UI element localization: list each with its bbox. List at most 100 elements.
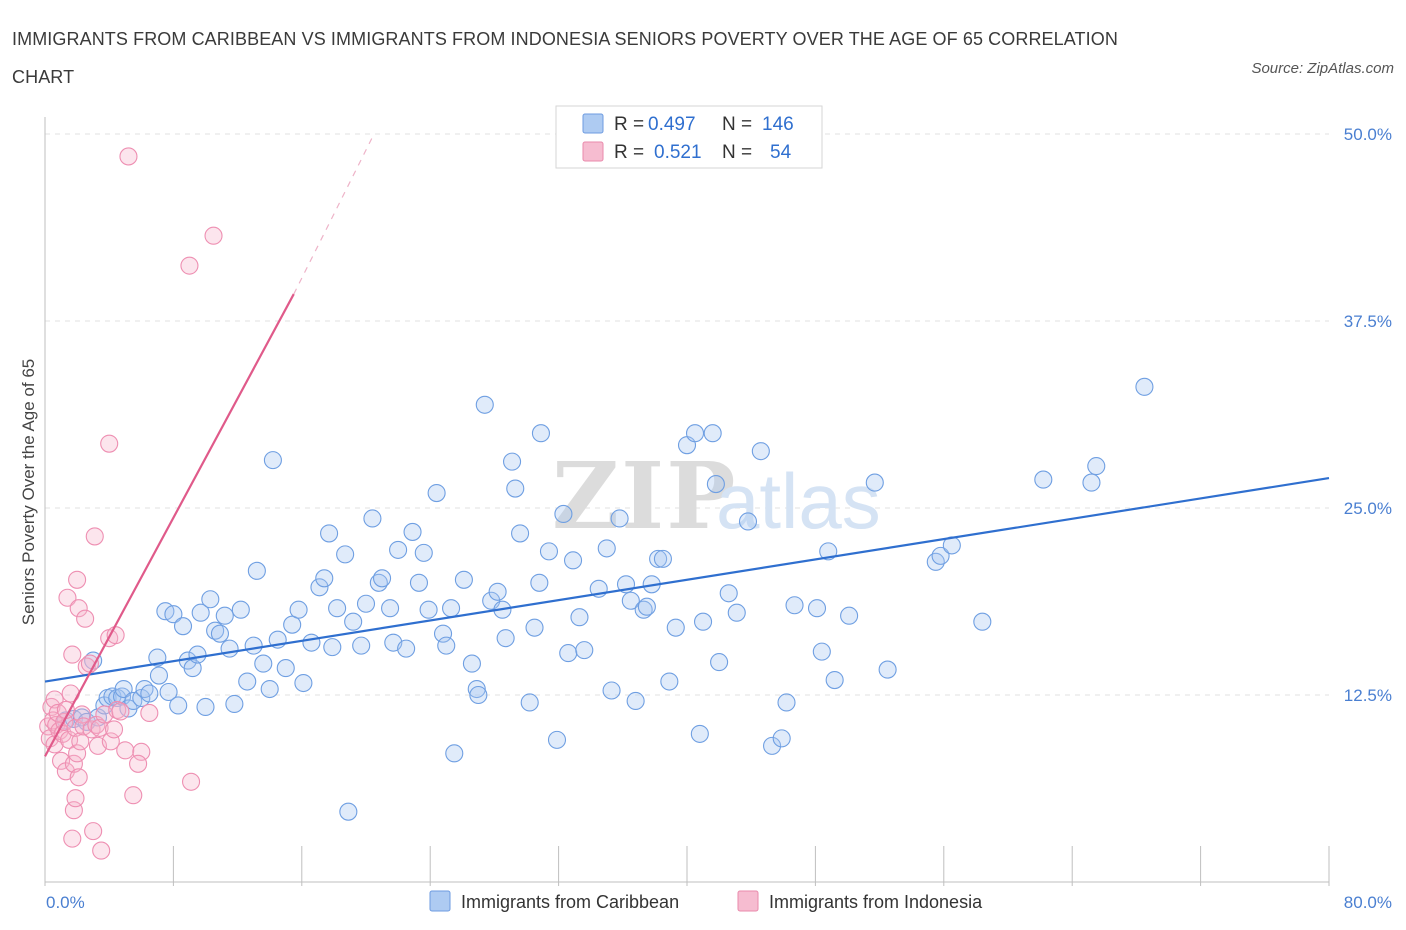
- point-caribbean: [183, 659, 202, 678]
- point-caribbean: [547, 730, 567, 749]
- x-tick-label-min: 0.0%: [46, 893, 85, 912]
- point-caribbean: [469, 685, 488, 705]
- point-caribbean: [503, 452, 522, 471]
- point-caribbean: [1087, 457, 1106, 476]
- point-caribbean: [397, 639, 416, 658]
- point-caribbean: [649, 549, 668, 568]
- point-caribbean: [539, 542, 559, 561]
- point-caribbean: [825, 670, 844, 690]
- point-caribbean: [865, 473, 884, 492]
- point-caribbean: [196, 697, 215, 717]
- point-caribbean: [706, 475, 725, 494]
- point-caribbean: [878, 660, 897, 679]
- point-indonesia: [111, 702, 130, 721]
- y-axis-title: Seniors Poverty Over the Age of 65: [19, 359, 38, 625]
- watermark-atlas: atlas: [716, 457, 881, 545]
- y-tick-label: 50.0%: [1344, 125, 1392, 144]
- series-indonesia-points: [39, 147, 223, 860]
- point-indonesia: [68, 744, 87, 763]
- point-caribbean: [445, 744, 464, 763]
- legend-swatch-caribbean: [582, 113, 604, 134]
- point-caribbean: [328, 599, 347, 618]
- point-caribbean: [634, 600, 653, 619]
- point-indonesia: [63, 645, 82, 664]
- bottom-legend-label-caribbean: Immigrants from Caribbean: [461, 892, 679, 912]
- point-caribbean: [511, 524, 530, 543]
- point-caribbean: [419, 600, 438, 619]
- point-caribbean: [283, 615, 302, 634]
- point-indonesia: [69, 768, 88, 787]
- point-caribbean: [653, 549, 672, 568]
- point-caribbean: [442, 599, 461, 618]
- point-indonesia: [182, 772, 201, 791]
- point-indonesia: [85, 527, 104, 546]
- point-caribbean: [685, 424, 705, 443]
- trend-line-indonesia: [44, 293, 295, 757]
- point-caribbean: [302, 633, 321, 652]
- point-caribbean: [210, 624, 229, 643]
- point-indonesia: [180, 256, 199, 275]
- point-caribbean: [260, 679, 279, 699]
- trend-line-indonesia-extension: [293, 133, 375, 295]
- point-caribbean: [323, 638, 342, 657]
- point-indonesia: [140, 703, 159, 723]
- legend-n-caribbean: 146: [762, 114, 794, 135]
- point-caribbean: [339, 802, 358, 821]
- point-caribbean: [693, 612, 713, 631]
- point-caribbean: [148, 648, 167, 667]
- point-caribbean: [812, 642, 831, 661]
- point-caribbean: [531, 424, 550, 443]
- point-caribbean: [506, 479, 525, 498]
- point-caribbean: [554, 504, 573, 524]
- point-caribbean: [703, 424, 722, 443]
- point-caribbean: [785, 596, 804, 615]
- point-indonesia: [132, 742, 151, 761]
- point-caribbean: [254, 654, 273, 673]
- watermark: ZIP atlas: [552, 442, 881, 550]
- point-caribbean: [164, 605, 183, 624]
- point-indonesia: [124, 786, 143, 805]
- point-caribbean: [807, 599, 827, 618]
- point-caribbean: [206, 621, 225, 640]
- point-caribbean: [621, 591, 640, 610]
- point-caribbean: [559, 644, 578, 663]
- point-caribbean: [225, 694, 244, 714]
- point-caribbean: [169, 696, 188, 715]
- trend-line-caribbean: [44, 476, 1330, 683]
- point-caribbean: [173, 617, 193, 636]
- point-caribbean: [215, 606, 234, 625]
- point-indonesia: [104, 720, 124, 739]
- point-caribbean: [149, 666, 169, 685]
- point-caribbean: [409, 573, 429, 592]
- point-caribbean: [414, 543, 433, 562]
- point-caribbean: [437, 636, 456, 655]
- point-indonesia: [101, 732, 120, 751]
- legend-swatch-indonesia: [582, 141, 604, 162]
- point-caribbean: [344, 612, 363, 631]
- point-caribbean: [666, 618, 685, 637]
- point-indonesia: [76, 609, 95, 628]
- point-caribbean: [294, 673, 313, 693]
- point-caribbean: [231, 600, 250, 619]
- legend-r-label: R =: [614, 142, 644, 163]
- point-caribbean: [840, 606, 859, 625]
- point-caribbean: [660, 672, 679, 691]
- point-indonesia: [58, 588, 77, 607]
- point-caribbean: [777, 693, 796, 712]
- point-caribbean: [467, 679, 486, 699]
- chart-source: Source: ZipAtlas.com: [1251, 60, 1394, 77]
- point-caribbean: [381, 599, 400, 618]
- y-tick-label: 25.0%: [1344, 499, 1392, 518]
- point-caribbean: [201, 590, 220, 609]
- point-caribbean: [310, 578, 329, 597]
- point-caribbean: [191, 603, 210, 622]
- point-indonesia: [116, 741, 135, 760]
- point-caribbean: [389, 540, 408, 559]
- legend-r-indonesia: 0.521: [654, 142, 702, 163]
- point-caribbean: [188, 645, 207, 664]
- point-caribbean: [530, 573, 549, 592]
- point-indonesia: [71, 732, 90, 751]
- point-caribbean: [247, 561, 266, 580]
- x-tick-labels: 0.0% 80.0%: [46, 893, 1392, 912]
